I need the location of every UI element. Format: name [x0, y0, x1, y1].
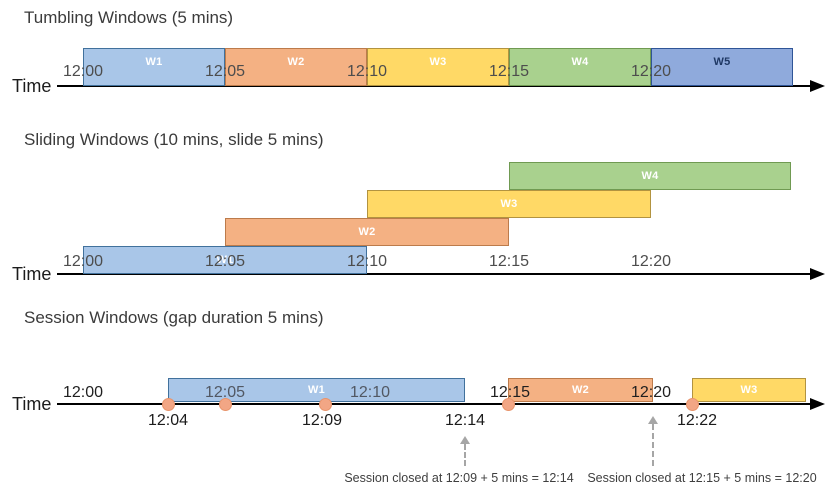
event-dot [685, 397, 699, 411]
window-w4 [509, 48, 651, 86]
window-w4 [509, 162, 791, 190]
window-label-w3: W3 [429, 56, 447, 68]
window-w1 [83, 246, 367, 274]
window-label-w3: W3 [500, 198, 518, 210]
sliding-timeline-arrowhead [810, 268, 825, 280]
window-label-w4: W4 [641, 170, 659, 182]
session-closed-annotation: Session closed at 12:09 + 5 mins = 12:14 [344, 471, 574, 485]
event-time-label: 12:14 [444, 412, 486, 429]
tick-label: 12:20 [630, 384, 672, 401]
tick-label: 12:15 [488, 253, 530, 270]
tick-label: 12:15 [488, 63, 530, 80]
window-w2 [225, 48, 367, 86]
session-time-axis-label: Time [12, 394, 52, 414]
window-w5 [651, 48, 793, 86]
sliding-section-title: Sliding Windows (10 mins, slide 5 mins) [24, 130, 324, 149]
window-label-w1: W1 [307, 384, 326, 396]
event-dot [318, 397, 332, 411]
tumbling-section-title: Tumbling Windows (5 mins) [24, 8, 234, 27]
tick-label: 12:15 [489, 384, 531, 401]
tick-label: 12:00 [62, 63, 104, 80]
tick-label: 12:05 [204, 384, 246, 401]
tumbling-timeline-arrowhead [810, 80, 825, 92]
tick-label: 12:10 [346, 253, 388, 270]
session-timeline-arrowhead [810, 398, 825, 410]
event-dot [218, 397, 232, 411]
window-w3 [692, 378, 806, 402]
session-closed-annotation: Session closed at 12:15 + 5 mins = 12:20 [587, 471, 817, 485]
dashed-arrow-head [460, 436, 470, 444]
window-w1 [168, 378, 465, 402]
window-w1 [83, 48, 225, 86]
window-label-w2: W2 [287, 56, 305, 68]
tumbling-timeline [57, 85, 812, 87]
dashed-arrow-head [648, 416, 658, 424]
window-label-w1: W1 [145, 56, 163, 68]
tumbling-time-axis-label: Time [12, 76, 52, 96]
sliding-time-axis-label: Time [12, 264, 52, 284]
window-label-w2: W2 [358, 226, 376, 238]
session-section-title: Session Windows (gap duration 5 mins) [24, 308, 324, 327]
event-time-label: 12:22 [676, 412, 718, 429]
window-w3 [367, 190, 651, 218]
tick-label: 12:00 [62, 384, 104, 401]
window-label-w3: W3 [740, 384, 758, 396]
event-time-label: 12:04 [147, 412, 189, 429]
window-label-w5: W5 [713, 56, 731, 68]
dashed-arrow-line [652, 424, 654, 466]
window-label-w2: W2 [571, 384, 590, 396]
window-w3 [367, 48, 509, 86]
window-label-w4: W4 [571, 56, 589, 68]
tick-label: 12:00 [62, 253, 104, 270]
tick-label: 12:05 [204, 253, 246, 270]
window-label-w1: W1 [216, 254, 234, 266]
tick-label: 12:20 [630, 63, 672, 80]
event-dot [161, 397, 175, 411]
window-w2 [225, 218, 509, 246]
sliding-timeline [57, 273, 812, 275]
tick-label: 12:10 [349, 384, 391, 401]
session-timeline [57, 403, 812, 405]
window-w2 [508, 378, 653, 402]
tick-label: 12:05 [204, 63, 246, 80]
tick-label: 12:10 [346, 63, 388, 80]
event-time-label: 12:09 [301, 412, 343, 429]
dashed-arrow-line [464, 444, 466, 466]
tick-label: 12:20 [630, 253, 672, 270]
event-dot [501, 397, 515, 411]
